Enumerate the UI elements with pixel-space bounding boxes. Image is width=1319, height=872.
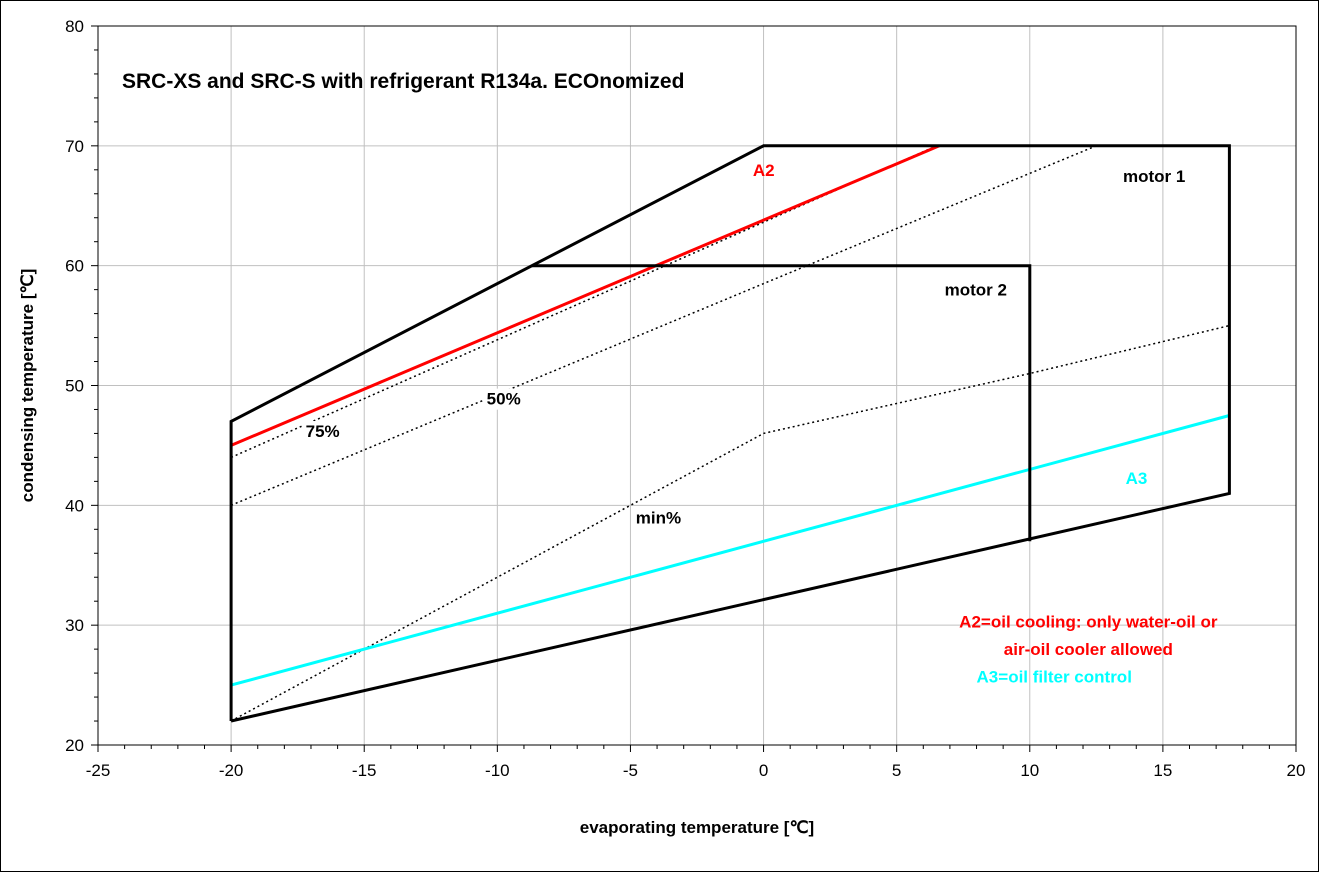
x-tick-label: -25 [86, 761, 111, 780]
annotation-label: min% [636, 508, 681, 527]
y-tick-label: 70 [65, 137, 84, 156]
annotation-label: A3 [1126, 469, 1148, 488]
series-line-motor-1 [229, 144, 1231, 723]
annotation-label: motor 1 [1123, 167, 1185, 186]
y-axis-title: condensing temperature [℃] [18, 269, 37, 503]
annotation-label-background [483, 388, 524, 410]
y-tick-label: 80 [65, 17, 84, 36]
annotation-label-background [632, 507, 685, 529]
x-tick-label: 0 [759, 761, 768, 780]
y-tick-label: 60 [65, 257, 84, 276]
series-line-min [230, 324, 1230, 722]
annotation-label: 75% [306, 422, 340, 441]
x-tick-label: -15 [352, 761, 377, 780]
tick-label-layer: -25 -20 -15 -10 -5 0 5 10 15 20 20 30 40 50 60 70 80 [65, 17, 1305, 780]
series-line-a3 [230, 414, 1230, 687]
x-tick-label: 15 [1153, 761, 1172, 780]
y-tick-label: 20 [65, 736, 84, 755]
y-tick-label: 40 [65, 496, 84, 515]
y-tick-label: 50 [65, 377, 84, 396]
minor-tick-layer [91, 25, 1297, 752]
chart-title: SRC-XS and SRC-S with refrigerant R134a.… [122, 70, 684, 93]
annotation-label: 50% [487, 390, 521, 409]
x-tick-label: 5 [892, 761, 901, 780]
annotation-layer: A2 motor 1 motor 2 50% 75% min% A3 A2=oil cooli… [302, 161, 1218, 687]
x-axis-title: evaporating temperature [℃] [580, 818, 814, 837]
annotation-label-background [302, 421, 343, 443]
x-tick-label: -10 [485, 761, 510, 780]
x-tick-label: 10 [1020, 761, 1039, 780]
annotation-label: A3=oil filter control [977, 668, 1132, 687]
annotation-label: A2 [753, 161, 775, 180]
series-line-75 [230, 145, 937, 459]
x-tick-label: 20 [1287, 761, 1306, 780]
y-tick-label: 30 [65, 616, 84, 635]
series-line-50 [230, 145, 1097, 506]
series-line-motor-2 [531, 264, 1032, 542]
annotation-label: A2=oil cooling: only water-oil or [959, 613, 1218, 632]
annotation-label: motor 2 [945, 281, 1007, 300]
series-line-a2 [230, 144, 940, 447]
series-layer [229, 144, 1231, 723]
x-tick-label: -20 [219, 761, 244, 780]
annotation-label: air-oil cooler allowed [1004, 640, 1173, 659]
x-tick-label: -5 [623, 761, 638, 780]
